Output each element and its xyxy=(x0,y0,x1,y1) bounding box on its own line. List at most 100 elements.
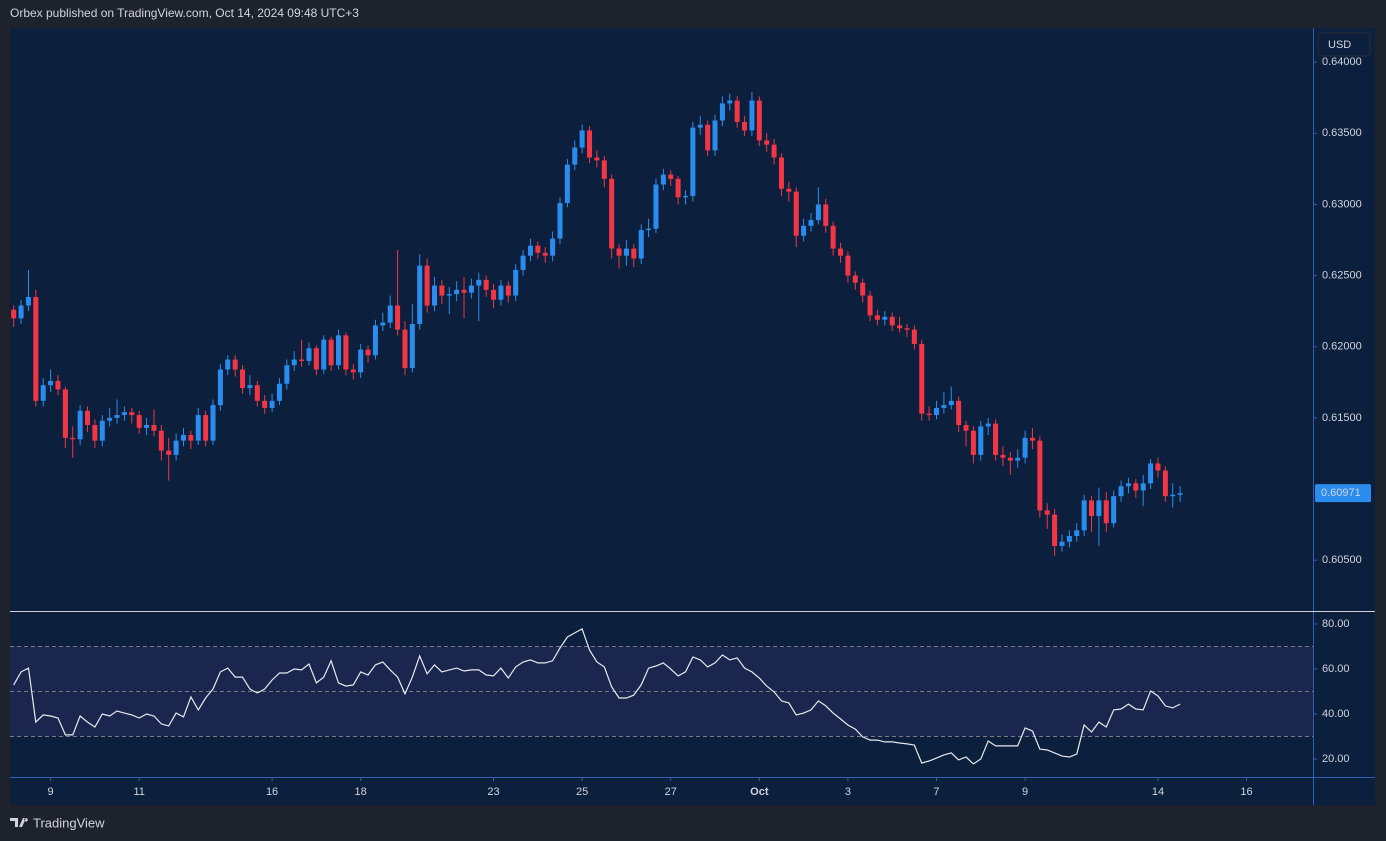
x-tick-label: 3 xyxy=(845,786,851,798)
candle-body xyxy=(1059,541,1065,546)
candle-body xyxy=(852,275,858,283)
candle-body xyxy=(387,305,393,323)
candle-body xyxy=(727,100,733,104)
currency-box[interactable] xyxy=(1317,32,1371,57)
candle-body xyxy=(860,282,866,296)
candle-body xyxy=(210,405,216,441)
candle-body xyxy=(424,265,430,306)
candle-body xyxy=(882,316,888,320)
candle-body xyxy=(276,383,282,401)
candle-body xyxy=(254,385,260,401)
candle-body xyxy=(1029,437,1035,441)
candle-body xyxy=(660,174,666,185)
candle-body xyxy=(742,121,748,131)
candle-body xyxy=(188,434,194,441)
candle-body xyxy=(343,335,349,370)
candle-body xyxy=(468,285,474,293)
candle-body xyxy=(48,380,54,386)
candle-body xyxy=(158,430,164,451)
candle-body xyxy=(114,415,120,418)
candle-body xyxy=(771,144,777,158)
candle-body xyxy=(336,335,342,366)
candle-body xyxy=(129,412,135,416)
last-price-label: 0.60971 xyxy=(1321,487,1361,499)
candle-body xyxy=(505,285,511,296)
candle-body xyxy=(299,359,305,361)
currency-label[interactable]: USD xyxy=(1328,39,1351,51)
candle-body xyxy=(1140,483,1146,491)
candle-body xyxy=(1089,500,1095,517)
candle-body xyxy=(978,426,984,455)
x-tick-label: 9 xyxy=(1022,786,1028,798)
candle-body xyxy=(941,405,947,408)
candle-body xyxy=(173,440,179,455)
candle-body xyxy=(756,100,762,141)
candle-body xyxy=(380,322,386,326)
candle-body xyxy=(33,296,39,401)
y-tick-label: 0.61500 xyxy=(1322,412,1362,424)
candle-body xyxy=(402,329,408,369)
candle-body xyxy=(77,410,83,440)
candle-body xyxy=(85,410,91,426)
candle-body xyxy=(247,385,253,389)
candle-body xyxy=(1022,437,1028,458)
candle-body xyxy=(550,238,556,256)
y-tick-label: 40.00 xyxy=(1322,708,1350,720)
y-tick-label: 60.00 xyxy=(1322,663,1350,675)
candle-body xyxy=(690,127,696,196)
candle-body xyxy=(1133,483,1139,491)
candle-body xyxy=(904,328,910,330)
candle-body xyxy=(646,228,652,231)
candle-body xyxy=(1155,463,1161,471)
candle-body xyxy=(712,120,718,151)
candle-body xyxy=(1096,500,1102,517)
candle-body xyxy=(306,348,312,361)
candle-body xyxy=(240,369,246,389)
candle-body xyxy=(372,325,378,356)
candle-body xyxy=(491,289,497,300)
candle-body xyxy=(1044,510,1050,515)
x-tick-label: 25 xyxy=(576,786,588,798)
candle-body xyxy=(594,157,600,161)
candle-body xyxy=(358,349,364,373)
candle-body xyxy=(195,415,201,441)
candle-body xyxy=(579,130,585,148)
candle-body xyxy=(948,400,954,406)
candle-body xyxy=(623,248,629,256)
candle-body xyxy=(638,230,644,259)
candle-body xyxy=(682,195,689,198)
y-tick-label: 20.00 xyxy=(1322,753,1350,765)
candle-body xyxy=(350,369,356,373)
candle-body xyxy=(970,430,976,455)
x-tick-label: 7 xyxy=(933,786,939,798)
candle-body xyxy=(956,400,962,426)
candle-body xyxy=(919,343,925,414)
candle-body xyxy=(778,157,784,189)
candle-body xyxy=(601,160,607,179)
y-tick-label: 0.60500 xyxy=(1322,554,1362,566)
currency-button[interactable]: USD xyxy=(1317,32,1371,57)
candle-body xyxy=(1007,457,1013,461)
rsi-line xyxy=(13,628,1181,765)
candle-body xyxy=(1015,457,1021,461)
header-text: Orbex published on TradingView.com, Oct … xyxy=(10,6,359,20)
candle-body xyxy=(328,339,334,366)
candle-body xyxy=(454,289,460,295)
candle-body xyxy=(446,294,452,296)
candle-body xyxy=(993,423,999,455)
x-tick-label: 11 xyxy=(133,786,144,798)
candle-body xyxy=(476,279,482,286)
plot-layer: 0.60500 0.61500 0.62000 0.62500 0.63000 0.635… xyxy=(10,56,1371,798)
candle-body xyxy=(587,130,593,158)
candle-body xyxy=(99,420,105,441)
candle-body xyxy=(705,124,711,151)
candle-body xyxy=(535,245,541,253)
candle-body xyxy=(1170,494,1176,497)
candle-body xyxy=(151,425,157,431)
candle-body xyxy=(653,184,659,229)
candle-body xyxy=(1118,486,1124,497)
candle-body xyxy=(542,252,548,256)
candle-body xyxy=(431,285,438,306)
candle-body xyxy=(867,295,873,316)
candle-body xyxy=(136,415,142,428)
